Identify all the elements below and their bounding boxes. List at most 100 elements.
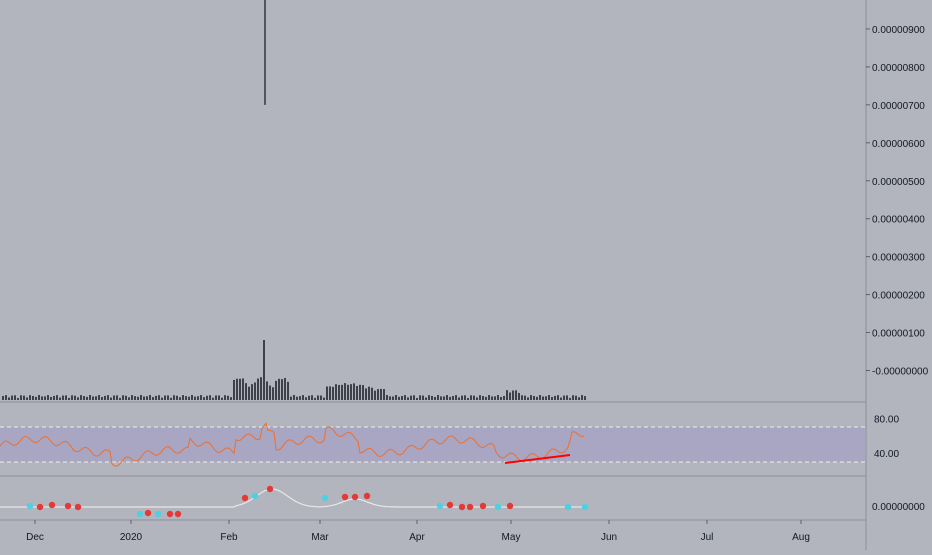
- volume-bar: [503, 395, 505, 400]
- volume-bar: [407, 397, 409, 400]
- price-tick-label: 0.00000800: [872, 63, 925, 74]
- price-tick-label: 0.00000600: [872, 139, 925, 150]
- volume-bar: [332, 386, 334, 400]
- volume-bar: [506, 390, 508, 400]
- volume-bar: [254, 382, 256, 400]
- volume-bar: [206, 395, 208, 400]
- volume-bar: [155, 395, 157, 400]
- time-tick-label: 2020: [120, 532, 143, 543]
- volume-bar: [218, 395, 220, 400]
- volume-bar: [278, 378, 280, 400]
- oscillator-dot: [136, 510, 144, 518]
- oscillator-dot: [64, 502, 72, 510]
- rsi-band: [0, 427, 866, 462]
- time-tick-label: Aug: [792, 532, 810, 543]
- volume-bar: [557, 395, 559, 400]
- volume-bar: [314, 397, 316, 400]
- volume-bar: [497, 395, 499, 400]
- volume-bar: [410, 395, 412, 400]
- volume-bar: [32, 396, 34, 400]
- volume-bar: [365, 388, 367, 400]
- time-tick-label: Apr: [409, 532, 425, 543]
- volume-bar: [338, 384, 340, 400]
- volume-bar: [140, 395, 142, 400]
- price-tick-label: 0.00000900: [872, 25, 925, 36]
- oscillator-dot: [341, 493, 349, 501]
- volume-bar: [170, 397, 172, 400]
- price-tick-label: 0.00000200: [872, 291, 925, 302]
- volume-bar: [149, 395, 151, 400]
- volume-bar: [545, 396, 547, 400]
- volume-bar: [116, 395, 118, 400]
- volume-bar: [305, 397, 307, 400]
- oscillator-dot: [506, 502, 514, 510]
- volume-bar: [386, 395, 388, 400]
- volume-bar: [476, 397, 478, 400]
- volume-bar: [356, 385, 358, 400]
- volume-bar: [122, 395, 124, 400]
- volume-bar: [539, 395, 541, 400]
- volume-bar: [2, 395, 4, 400]
- volume-bar: [449, 396, 451, 400]
- volume-bar: [194, 396, 196, 400]
- volume-bar: [134, 396, 136, 400]
- volume-bar: [227, 395, 229, 400]
- volume-bar: [86, 396, 88, 400]
- volume-bar: [62, 395, 64, 400]
- oscillator-dot: [241, 494, 249, 502]
- oscillator-dot: [26, 502, 34, 510]
- oscillator-dot: [564, 503, 572, 511]
- volume-bar: [530, 395, 532, 400]
- volume-bar: [344, 383, 346, 400]
- oscillator-dot: [494, 503, 502, 511]
- volume-bar: [335, 384, 337, 400]
- volume-bar: [20, 395, 22, 400]
- volume-bar: [14, 395, 16, 400]
- volume-bar: [524, 395, 526, 400]
- volume-bar: [92, 396, 94, 400]
- volume-bar: [425, 397, 427, 400]
- oscillator-dot: [321, 494, 329, 502]
- volume-bar: [212, 397, 214, 400]
- volume-bar: [422, 395, 424, 400]
- oscillator-dot: [351, 493, 359, 501]
- volume-bar: [80, 395, 82, 400]
- volume-bar: [566, 395, 568, 400]
- volume-bar: [290, 396, 292, 400]
- rsi-axis-label: 80.00: [874, 414, 899, 425]
- oscillator-dot: [479, 502, 487, 510]
- volume-bar: [437, 395, 439, 400]
- oscillator-dot: [458, 503, 466, 511]
- volume-bar: [446, 395, 448, 400]
- volume-bar: [581, 395, 583, 400]
- oscillator-dot: [174, 510, 182, 518]
- volume-bar: [233, 379, 235, 400]
- volume-bar: [161, 397, 163, 400]
- volume-bar: [512, 390, 514, 400]
- volume-bar: [536, 396, 538, 400]
- volume-bar: [272, 387, 274, 400]
- volume-bar: [215, 395, 217, 400]
- volume-bar: [35, 396, 37, 400]
- volume-bar: [371, 387, 373, 400]
- oscillator-dot: [363, 492, 371, 500]
- volume-bar: [239, 378, 241, 400]
- volume-bar: [362, 385, 364, 400]
- volume-bar: [419, 395, 421, 400]
- volume-bar: [260, 377, 262, 400]
- volume-bar: [308, 395, 310, 400]
- oscillator-dot: [466, 503, 474, 511]
- volume-bar: [311, 395, 313, 400]
- volume-bar: [569, 397, 571, 400]
- oscillator-dot: [74, 503, 82, 511]
- volume-bar: [185, 396, 187, 400]
- oscillator-pane: 0.00000000: [0, 485, 925, 518]
- volume-bar: [431, 395, 433, 400]
- volume-bar: [302, 395, 304, 400]
- volume-bar: [515, 390, 517, 400]
- oscillator-dot: [154, 510, 162, 518]
- volume-bar: [473, 395, 475, 400]
- volume-bar: [320, 395, 322, 400]
